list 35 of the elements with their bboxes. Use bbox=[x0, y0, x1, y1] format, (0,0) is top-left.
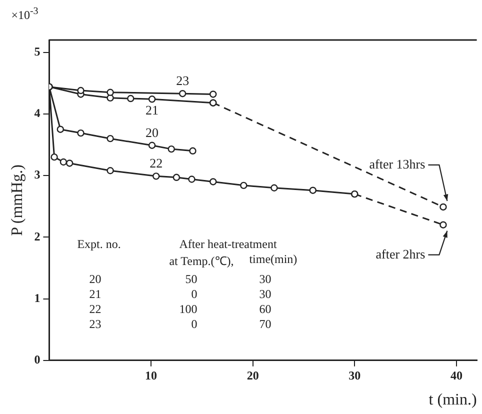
x-axis-title: t (min.) bbox=[428, 392, 477, 409]
annotation: 22 bbox=[89, 302, 102, 317]
annotation: Expt. no. bbox=[77, 237, 121, 252]
annotation: 70 bbox=[259, 317, 272, 332]
series-label: 21 bbox=[146, 102, 159, 118]
y-tick-label: 5 bbox=[34, 44, 40, 58]
series-label: 20 bbox=[146, 124, 159, 140]
x-tick-label: 30 bbox=[348, 368, 361, 383]
annotation: 21 bbox=[89, 287, 102, 302]
annotation: time(min) bbox=[249, 252, 298, 267]
y-axis-title: P (mmHg.) bbox=[8, 164, 26, 236]
x-tick-label: 20 bbox=[246, 368, 259, 383]
annotation: 30 bbox=[259, 272, 272, 287]
series-label: 23 bbox=[176, 73, 190, 88]
x-tick-label: 40 bbox=[450, 368, 462, 383]
annotation: at Temp.(℃), bbox=[169, 253, 234, 269]
text: ×10$^{-3}$ bbox=[11, 6, 38, 23]
annotation: 100 bbox=[179, 302, 198, 317]
annotation: 60 bbox=[259, 302, 272, 317]
series-label: 22 bbox=[150, 156, 163, 171]
y-tick-label: 4 bbox=[34, 106, 40, 120]
y-tick-label: 3 bbox=[34, 168, 40, 182]
annotation: 0 bbox=[191, 287, 198, 302]
y-tick-label: 1 bbox=[34, 290, 40, 305]
annotation: After heat-treatment bbox=[179, 237, 277, 252]
annotation: 50 bbox=[185, 272, 198, 287]
y-tick-label: 2 bbox=[34, 229, 40, 244]
annotation: after 13hrs bbox=[369, 156, 426, 172]
annotation: 23 bbox=[89, 317, 102, 332]
annotation: 0 bbox=[191, 317, 198, 332]
y-tick-label: 0 bbox=[34, 352, 40, 366]
annotation: 30 bbox=[259, 287, 272, 302]
annotation: 20 bbox=[89, 272, 102, 287]
annotation: after 2hrs bbox=[376, 246, 426, 262]
x-tick-label: 10 bbox=[145, 368, 158, 383]
